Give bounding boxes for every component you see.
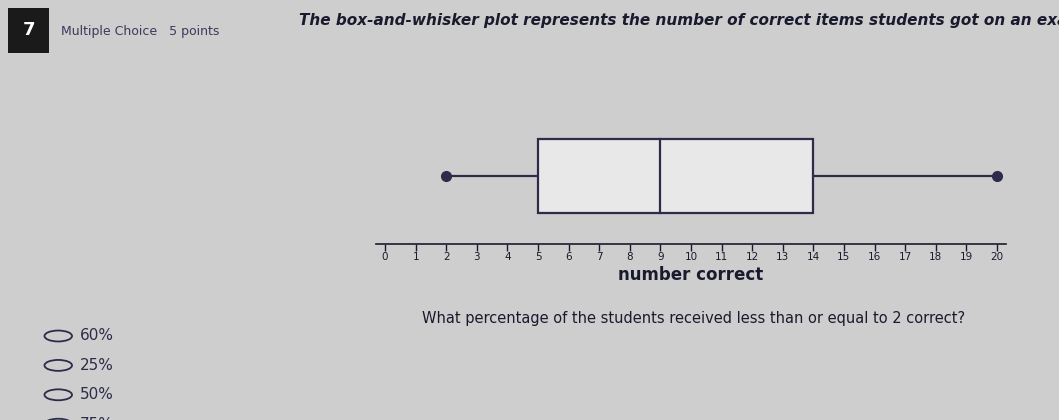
Text: The box-and-whisker plot represents the number of correct items students got on : The box-and-whisker plot represents the … bbox=[299, 13, 1059, 28]
Text: What percentage of the students received less than or equal to 2 correct?: What percentage of the students received… bbox=[423, 311, 965, 326]
Text: 25%: 25% bbox=[79, 358, 113, 373]
Text: 50%: 50% bbox=[79, 387, 113, 402]
Bar bbox=[538, 139, 813, 213]
Text: Multiple Choice   5 points: Multiple Choice 5 points bbox=[61, 25, 220, 38]
X-axis label: number correct: number correct bbox=[618, 266, 764, 284]
Text: 7: 7 bbox=[22, 21, 35, 39]
Text: 60%: 60% bbox=[79, 328, 113, 344]
Text: 75%: 75% bbox=[79, 417, 113, 420]
